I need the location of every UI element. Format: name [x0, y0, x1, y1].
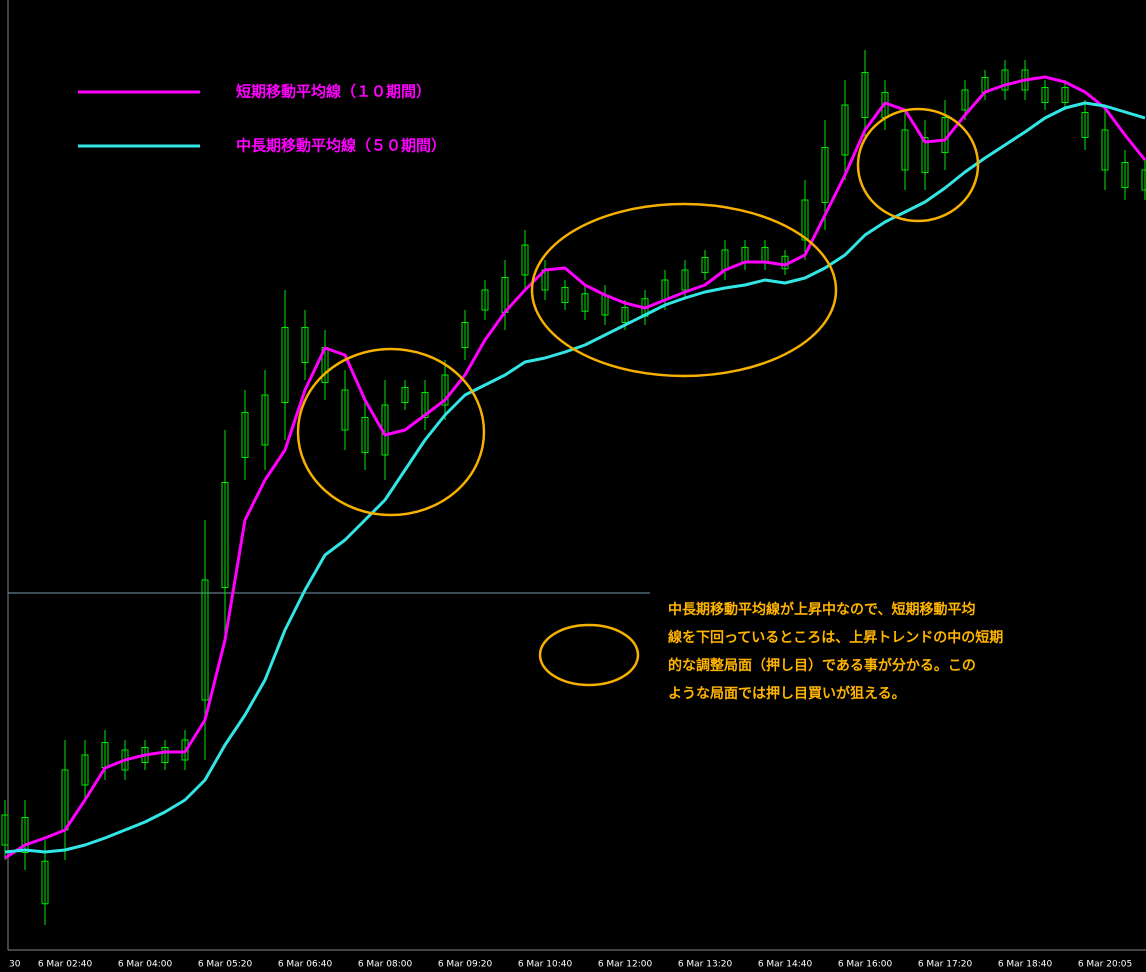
highlights	[296, 107, 980, 687]
candle-body	[41, 860, 49, 905]
candle-body	[21, 817, 29, 853]
candle-body	[1121, 162, 1129, 188]
candle-body	[361, 417, 369, 453]
candle-body	[861, 72, 869, 118]
series-line	[4, 75, 1146, 860]
candle-body	[301, 327, 309, 363]
candle-body	[821, 147, 829, 203]
candle-body	[221, 482, 229, 588]
x-tick-label: 6 Mar 04:00	[118, 960, 173, 970]
candle-body	[581, 293, 589, 312]
x-tick-label: 6 Mar 17:20	[918, 960, 973, 970]
candle-body	[341, 389, 349, 431]
x-tick-label: 6 Mar 02:40	[38, 960, 93, 970]
candle-body	[481, 289, 489, 311]
candle-body	[561, 287, 569, 303]
highlight-ellipse	[530, 202, 838, 378]
x-tick-label: 30	[9, 960, 21, 970]
candle-body	[81, 754, 89, 786]
x-tick-label: 6 Mar 08:00	[358, 960, 413, 970]
x-tick-label: 6 Mar 14:40	[758, 960, 813, 970]
candle-body	[961, 89, 969, 111]
candle-body	[921, 137, 929, 173]
candle-body	[461, 322, 469, 348]
annotation: 的な調整局面（押し目）である事が分かる。この	[668, 657, 976, 674]
candle-body	[441, 374, 449, 406]
candle-body	[261, 394, 269, 446]
annotation: 中長期移動平均線が上昇中なので、短期移動平均	[668, 601, 975, 618]
highlight-ellipse	[538, 623, 640, 687]
candle-body	[1061, 87, 1069, 103]
candle-body	[521, 244, 529, 276]
x-tick-label: 6 Mar 13:20	[678, 960, 733, 970]
highlight-ellipse	[856, 107, 980, 223]
candle-body	[621, 307, 629, 323]
candle-body	[1041, 87, 1049, 103]
candle-body	[1001, 69, 1009, 91]
candle-body	[1081, 112, 1089, 138]
candle-body	[1141, 169, 1146, 191]
candle-body	[841, 104, 849, 156]
labels: 30 6 Mar 02:40 6 Mar 04:00 6 Mar 05:20 6 Mar…	[9, 83, 1132, 970]
x-tick-label: 6 Mar 05:20	[198, 960, 253, 970]
x-tick-label: 6 Mar 18:40	[998, 960, 1053, 970]
candle-body	[701, 257, 709, 273]
x-tick-label: 6 Mar 20:05	[1078, 960, 1132, 970]
x-tick-label: 6 Mar 09:20	[438, 960, 493, 970]
annotation: ような局面では押し目買いが狙える。	[668, 685, 906, 702]
x-tick-label: 6 Mar 10:40	[518, 960, 573, 970]
candle-body	[901, 129, 909, 171]
candle-body	[421, 392, 429, 418]
candle-body	[681, 269, 689, 291]
candle-body	[201, 579, 209, 701]
highlight-ellipse	[296, 347, 486, 517]
candle-body	[1, 814, 9, 846]
legend-label: 中長期移動平均線（５０期間）	[236, 137, 446, 155]
candle-body	[161, 747, 169, 763]
candle-body	[281, 327, 289, 403]
candle-body	[401, 387, 409, 403]
candle-body	[801, 199, 809, 241]
candle-body	[241, 412, 249, 458]
x-tick-label: 6 Mar 12:00	[598, 960, 653, 970]
x-tick-label: 6 Mar 06:40	[278, 960, 333, 970]
x-tick-label: 6 Mar 16:00	[838, 960, 893, 970]
candle-body	[1101, 129, 1109, 171]
annotation: 線を下回っているところは、上昇トレンドの中の短期	[668, 629, 1003, 646]
legend-label: 短期移動平均線（１０期間）	[236, 83, 431, 101]
